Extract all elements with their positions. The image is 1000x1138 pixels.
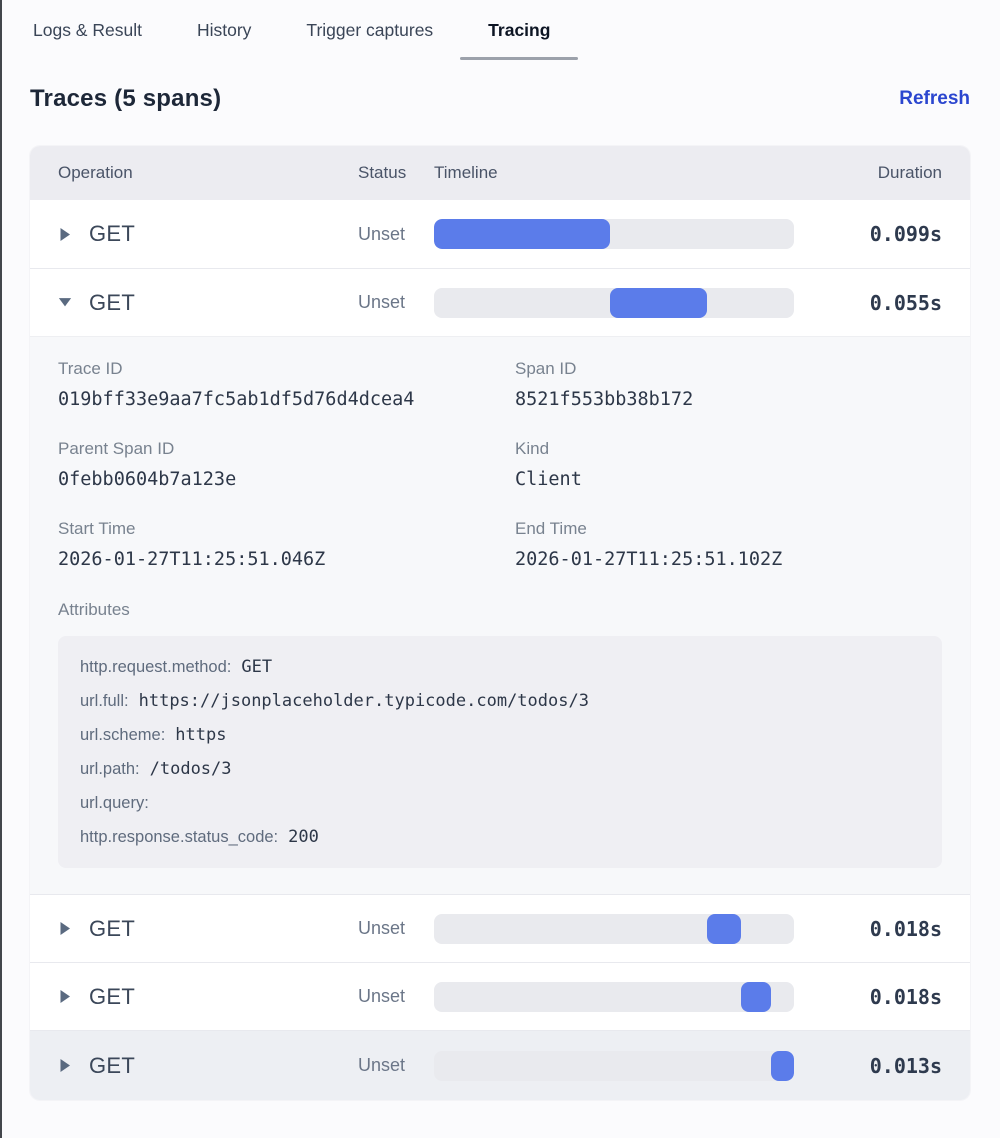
field-kind: Kind Client bbox=[515, 439, 942, 490]
timeline-bar bbox=[707, 913, 742, 944]
field-start-time: Start Time 2026-01-27T11:25:51.046Z bbox=[58, 519, 515, 570]
span-row-1[interactable]: GET Unset 0.099s bbox=[30, 200, 970, 268]
span-method: GET bbox=[89, 1052, 136, 1078]
span-status: Unset bbox=[358, 1055, 406, 1075]
attribute-value: https://jsonplaceholder.typicode.com/tod… bbox=[138, 691, 589, 711]
timeline-track bbox=[434, 287, 794, 318]
field-value: 2026-01-27T11:25:51.102Z bbox=[515, 549, 783, 570]
span-row-4[interactable]: GET Unset 0.018s bbox=[30, 962, 970, 1030]
attribute-value: 200 bbox=[288, 827, 319, 847]
collapse-caret-down-icon[interactable] bbox=[58, 295, 72, 310]
field-label: End Time bbox=[515, 519, 587, 538]
timeline-bar bbox=[609, 287, 708, 318]
attribute-value: GET bbox=[241, 657, 273, 677]
attribute-key: url.query: bbox=[80, 794, 149, 812]
attribute-row: url.full: https://jsonplaceholder.typico… bbox=[80, 684, 920, 718]
span-duration: 0.099s bbox=[869, 222, 942, 246]
attribute-row: url.path: /todos/3 bbox=[80, 752, 920, 786]
span-status: Unset bbox=[358, 918, 406, 938]
field-value: 0febb0604b7a123e bbox=[58, 469, 237, 490]
column-header-operation: Operation bbox=[58, 163, 133, 182]
field-span-id: Span ID 8521f553bb38b172 bbox=[515, 359, 942, 410]
span-row-3[interactable]: GET Unset 0.018s bbox=[30, 894, 970, 962]
attribute-key: url.path: bbox=[80, 760, 140, 778]
attribute-value: https bbox=[175, 725, 227, 745]
span-duration: 0.018s bbox=[869, 916, 942, 941]
field-label: Trace ID bbox=[58, 359, 123, 378]
field-label: Start Time bbox=[58, 519, 136, 538]
refresh-button[interactable]: Refresh bbox=[899, 88, 970, 109]
field-parent-span-id: Parent Span ID 0febb0604b7a123e bbox=[58, 439, 515, 490]
span-method: GET bbox=[89, 289, 136, 315]
attribute-row: url.scheme: https bbox=[80, 718, 920, 752]
field-value: 2026-01-27T11:25:51.046Z bbox=[58, 549, 326, 570]
field-trace-id: Trace ID 019bff33e9aa7fc5ab1df5d76d4dcea… bbox=[58, 359, 515, 410]
span-detail-panel: Trace ID 019bff33e9aa7fc5ab1df5d76d4dcea… bbox=[30, 336, 970, 894]
attribute-key: url.scheme: bbox=[80, 726, 166, 744]
field-end-time: End Time 2026-01-27T11:25:51.102Z bbox=[515, 519, 942, 570]
timeline-track bbox=[434, 981, 794, 1012]
tab-logs-result[interactable]: Logs & Result bbox=[33, 20, 142, 40]
span-row-5[interactable]: GET Unset 0.013s bbox=[30, 1030, 970, 1100]
field-value: 019bff33e9aa7fc5ab1df5d76d4dcea4 bbox=[58, 389, 415, 410]
trace-table: Operation Status Timeline Duration GET U… bbox=[30, 146, 970, 1100]
span-duration: 0.018s bbox=[869, 984, 942, 1009]
window-left-edge bbox=[0, 0, 2, 1138]
field-value: 8521f553bb38b172 bbox=[515, 389, 694, 410]
attribute-row: http.response.status_code: 200 bbox=[80, 820, 920, 854]
table-header-row: Operation Status Timeline Duration bbox=[30, 146, 970, 200]
field-value: Client bbox=[515, 469, 582, 490]
attribute-key: http.response.status_code: bbox=[80, 828, 279, 846]
column-header-duration: Duration bbox=[877, 163, 942, 182]
traces-header: Traces (5 spans) Refresh bbox=[30, 85, 970, 113]
expand-caret-right-icon[interactable] bbox=[58, 227, 72, 242]
timeline-track bbox=[434, 1050, 794, 1081]
tab-history[interactable]: History bbox=[196, 20, 252, 40]
page-title: Traces (5 spans) bbox=[30, 85, 222, 112]
span-duration: 0.013s bbox=[869, 1053, 942, 1078]
attribute-row: http.request.method: GET bbox=[80, 650, 920, 684]
column-header-timeline: Timeline bbox=[434, 163, 498, 182]
attribute-key: url.full: bbox=[80, 692, 129, 710]
span-duration: 0.055s bbox=[869, 290, 942, 315]
field-label: Kind bbox=[515, 439, 550, 458]
span-row-2[interactable]: GET Unset 0.055s bbox=[30, 268, 970, 336]
attribute-key: http.request.method: bbox=[80, 658, 232, 676]
span-method: GET bbox=[89, 915, 136, 941]
operation-cell: GET bbox=[58, 221, 358, 247]
attributes-label: Attributes bbox=[58, 600, 130, 619]
timeline-bar bbox=[771, 1050, 794, 1081]
operation-cell: GET bbox=[58, 1053, 358, 1079]
operation-cell: GET bbox=[58, 290, 358, 316]
column-header-status: Status bbox=[358, 163, 407, 182]
operation-cell: GET bbox=[58, 984, 358, 1010]
expand-caret-right-icon[interactable] bbox=[58, 989, 72, 1004]
attribute-value: /todos/3 bbox=[149, 759, 232, 779]
span-method: GET bbox=[89, 221, 136, 246]
timeline-bar bbox=[434, 219, 610, 249]
field-label: Parent Span ID bbox=[58, 439, 175, 458]
expand-caret-right-icon[interactable] bbox=[58, 921, 72, 936]
timeline-track bbox=[434, 913, 794, 944]
span-status: Unset bbox=[358, 986, 406, 1006]
timeline-bar bbox=[741, 981, 772, 1012]
timeline-track bbox=[434, 219, 794, 249]
tab-bar: Logs & Result History Trigger captures T… bbox=[0, 0, 1000, 60]
operation-cell: GET bbox=[58, 916, 358, 942]
span-status: Unset bbox=[358, 223, 406, 244]
span-detail-fields: Trace ID 019bff33e9aa7fc5ab1df5d76d4dcea… bbox=[58, 359, 942, 570]
tab-tracing[interactable]: Tracing bbox=[460, 20, 579, 60]
attribute-row: url.query: bbox=[80, 786, 920, 820]
field-label: Span ID bbox=[515, 359, 577, 378]
tab-trigger-captures[interactable]: Trigger captures bbox=[306, 20, 434, 40]
span-method: GET bbox=[89, 983, 136, 1009]
attributes-box: http.request.method: GET url.full: https… bbox=[58, 636, 942, 868]
expand-caret-right-icon[interactable] bbox=[58, 1058, 72, 1073]
span-status: Unset bbox=[358, 292, 406, 312]
